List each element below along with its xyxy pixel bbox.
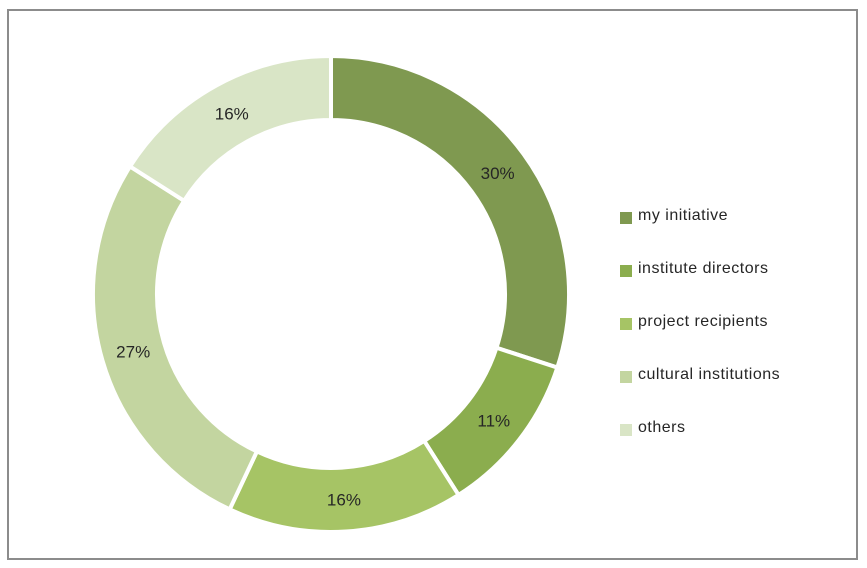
donut-slice-1 [329, 53, 571, 371]
legend-label: others [638, 419, 686, 436]
legend-label: my initiative [638, 207, 729, 224]
donut-chart: 30% 11% 16% 27% 16% [91, 53, 571, 534]
legend-label: cultural institutions [638, 366, 781, 383]
donut-slice-4 [91, 163, 260, 513]
data-label-1: 30% [481, 164, 515, 183]
legend-swatch [620, 424, 632, 436]
data-label-3: 16% [327, 491, 361, 510]
legend-swatch [620, 212, 632, 224]
legend-swatch [620, 318, 632, 330]
data-label-5: 16% [215, 104, 249, 123]
donut-slice-3 [227, 438, 462, 534]
legend-swatch [620, 265, 632, 277]
data-label-4: 27% [116, 342, 150, 361]
legend-label: project recipients [638, 313, 768, 330]
legend-swatch [620, 371, 632, 383]
legend-label: institute directors [638, 260, 769, 277]
donut-slice-5 [127, 53, 333, 204]
data-label-2: 11% [477, 411, 510, 430]
chart-frame: 30% 11% 16% 27% 16% my initiative institute d… [7, 9, 858, 560]
